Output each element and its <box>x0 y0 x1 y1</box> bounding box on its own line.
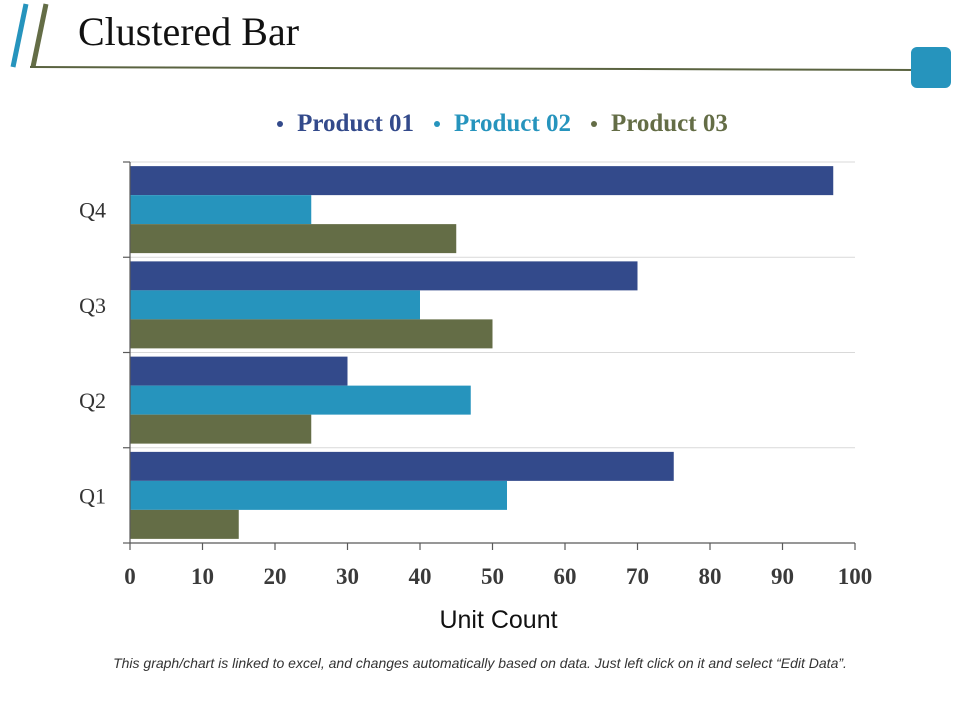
legend-label-product03: Product 03 <box>610 110 728 137</box>
legend-item-product02: Product 02 <box>434 110 571 138</box>
bar-product-01-q1 <box>130 451 674 481</box>
clustered-bar-chart: Q1 Q2 Q3 Q4 0 10 20 30 40 50 60 70 80 90 100 <box>79 161 873 589</box>
legend-dot-product02 <box>434 121 441 127</box>
bar-product-02-q3 <box>130 290 420 320</box>
chart-legend: Product 01 Product 02 Product 03 <box>0 110 960 138</box>
category-label-q2: Q2 <box>79 388 106 413</box>
category-label-q1: Q1 <box>79 483 106 508</box>
bar-product-03-q4 <box>130 224 457 254</box>
bar-product-02-q4 <box>130 195 312 225</box>
bar-product-03-q2 <box>130 414 312 444</box>
legend-dot-product01 <box>277 121 284 127</box>
x-tick-label-50: 50 <box>481 564 504 589</box>
category-label-q4: Q4 <box>79 198 106 223</box>
deco-slash-blue <box>10 3 29 68</box>
title-underline <box>29 66 916 71</box>
x-tick-label-10: 10 <box>191 564 214 589</box>
bar-product-02-q1 <box>130 480 507 510</box>
x-tick-label-60: 60 <box>554 564 577 589</box>
legend-label-product01: Product 01 <box>297 110 415 137</box>
legend-label-product02: Product 02 <box>454 110 571 137</box>
bar-product-03-q3 <box>130 319 493 349</box>
x-axis-title: Unit Count <box>439 606 558 634</box>
bar-product-02-q2 <box>130 385 471 415</box>
legend-dot-product03 <box>590 121 597 127</box>
title-decoration <box>10 3 916 71</box>
bar-product-03-q1 <box>130 509 239 539</box>
bar-product-01-q2 <box>130 356 348 386</box>
x-tick-label-40: 40 <box>409 564 432 589</box>
deco-slash-olive <box>30 3 49 68</box>
bar-product-01-q3 <box>130 261 638 291</box>
x-tick-label-0: 0 <box>124 564 136 589</box>
accent-square <box>911 47 951 88</box>
footnote: This graph/chart is linked to excel, and… <box>113 655 847 671</box>
x-tick-label-90: 90 <box>771 564 794 589</box>
x-tick-label-100: 100 <box>838 564 873 589</box>
page-title: Clustered Bar <box>78 9 300 54</box>
category-label-q3: Q3 <box>79 293 106 318</box>
x-tick-label-80: 80 <box>699 564 722 589</box>
x-tick-label-20: 20 <box>264 564 287 589</box>
x-tick-label-70: 70 <box>626 564 649 589</box>
bar-product-01-q4 <box>130 166 834 196</box>
legend-item-product03: Product 03 <box>590 110 728 138</box>
legend-item-product01: Product 01 <box>277 110 414 138</box>
x-tick-label-30: 30 <box>336 564 359 589</box>
